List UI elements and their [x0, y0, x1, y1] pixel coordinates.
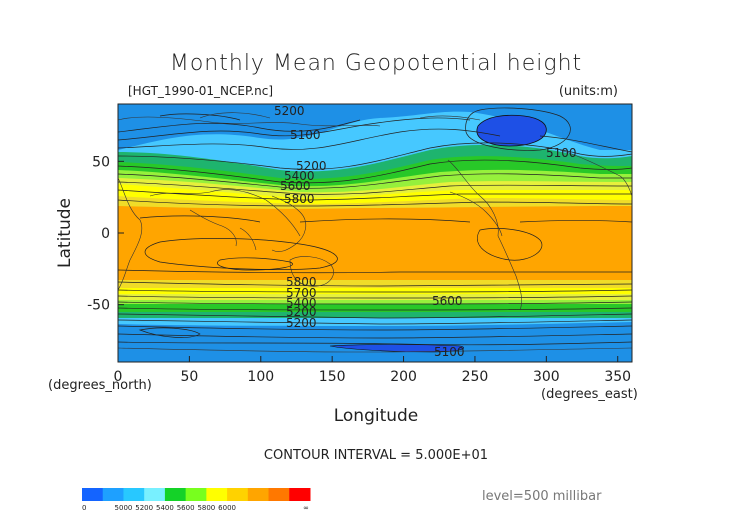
- chart-title: Monthly Mean Geopotential height: [170, 51, 582, 76]
- colorbar-swatch: [247, 488, 270, 501]
- band-sh-5500: [118, 304, 632, 314]
- colorbar-swatch: [82, 488, 104, 501]
- colorbar-tick-label: 5200: [135, 504, 153, 512]
- colorbar-swatch: [185, 488, 207, 501]
- contour-label: 5200: [296, 159, 327, 173]
- contour-label: 5600: [432, 294, 463, 308]
- band-sh-5200: [118, 318, 632, 326]
- contour-label: 5800: [286, 275, 317, 289]
- tropical-contours: [118, 215, 632, 274]
- y-tick-label: 0: [101, 226, 110, 242]
- antarctic-low: [329, 344, 465, 353]
- colorbar-tick-label: 6000: [218, 504, 236, 512]
- colorbar-tick-label: 5400: [156, 504, 174, 512]
- x-tick-label: 300: [533, 369, 560, 385]
- colorbar-swatch: [164, 488, 187, 501]
- contour-label: 5200: [286, 316, 317, 330]
- contour-label: 5100: [290, 128, 321, 142]
- contour-label: 5700: [286, 286, 317, 300]
- colorbar-tick-label: 5600: [177, 504, 195, 512]
- y-axis-title: Latitude: [55, 198, 75, 268]
- x-tick-label: 0: [114, 369, 123, 385]
- units-label: (units:m): [559, 84, 618, 99]
- colorbar-swatch: [206, 488, 228, 501]
- colorbar-swatch: [123, 488, 145, 501]
- colorbar: 0 5000 5200 5400 5600 5800 6000 ∞: [82, 488, 311, 512]
- colorbar-swatch: [289, 488, 311, 501]
- colorbar-tick-label: ∞: [303, 504, 309, 512]
- x-tick-label: 250: [462, 369, 489, 385]
- contour-label: 5600: [280, 179, 311, 193]
- contour-label: 5800: [284, 192, 315, 206]
- level-label: level=500 millibar: [482, 489, 602, 504]
- y-axis: 50 0 -50: [87, 154, 124, 314]
- x-tick-label: 350: [604, 369, 631, 385]
- contour-label: 5100: [546, 146, 577, 160]
- colorbar-tick-label: 5800: [197, 504, 215, 512]
- x-unit-label: (degrees_east): [541, 387, 638, 402]
- contour-interval-label: CONTOUR INTERVAL = 5.000E+01: [264, 448, 488, 463]
- contour-lines: [118, 107, 632, 346]
- contour-label: 5400: [284, 169, 315, 183]
- arctic-low: [476, 114, 547, 147]
- contour-value-labels: 5200 5100 5100 5200 5400 5600 5800 5800 …: [274, 104, 577, 359]
- colorbar-swatch: [102, 488, 124, 501]
- y-tick-label: -50: [87, 298, 110, 314]
- contour-label: 5200: [286, 305, 317, 319]
- colorbar-swatch: [268, 488, 290, 501]
- y-tick-label: 50: [92, 154, 110, 170]
- x-tick-label: 150: [319, 369, 346, 385]
- x-tick-label: 200: [390, 369, 417, 385]
- colorbar-tick-label: 0: [82, 504, 86, 512]
- coastlines: [118, 112, 632, 353]
- colorbar-swatch: [144, 488, 166, 501]
- y-unit-label: (degrees_north): [48, 378, 152, 393]
- contour-label: 5100: [434, 345, 465, 359]
- x-axis-title: Longitude: [334, 406, 419, 426]
- colorbar-tick-label: 5000: [115, 504, 133, 512]
- x-tick-label: 50: [180, 369, 198, 385]
- contour-label: 5400: [286, 296, 317, 310]
- file-name-label: [HGT_1990-01_NCEP.nc]: [128, 84, 273, 98]
- x-tick-label: 100: [247, 369, 274, 385]
- band-sh-5800: [118, 280, 632, 290]
- colorbar-swatch: [227, 488, 249, 501]
- band-tropics: [118, 206, 632, 282]
- contour-label: 5200: [274, 104, 305, 118]
- contour-plot: 5200 5100 5100 5200 5400 5600 5800 5800 …: [118, 104, 632, 362]
- x-axis: 0 50 100 150 200 250 300 350: [114, 356, 631, 385]
